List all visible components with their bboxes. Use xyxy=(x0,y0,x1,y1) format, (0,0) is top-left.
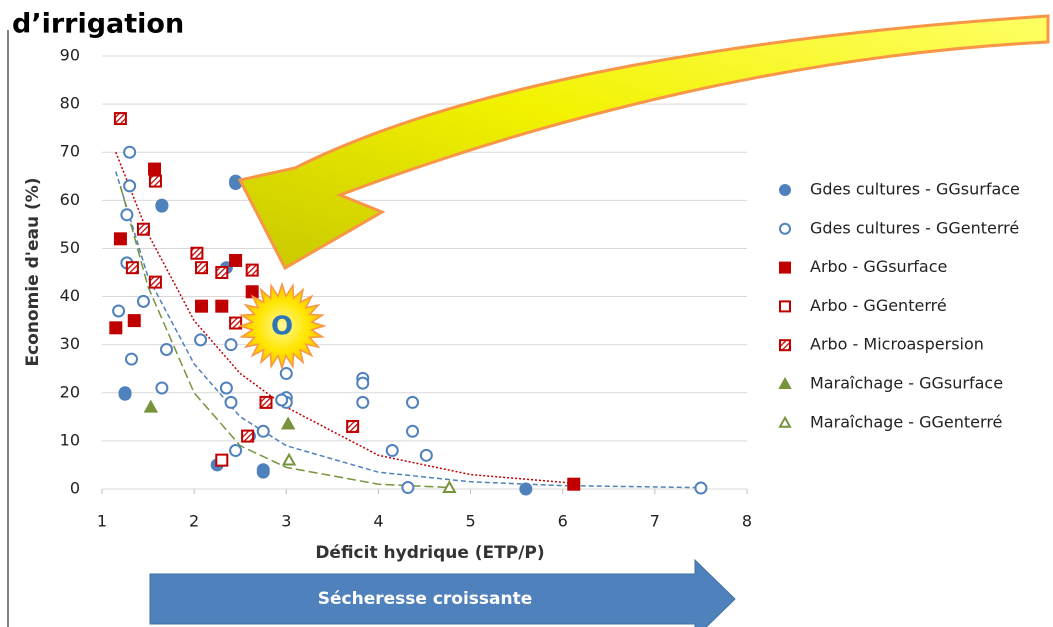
point xyxy=(113,305,124,316)
chart: d’irrigation Déficit hydrique (ETP/P) Ec… xyxy=(0,0,1053,627)
point xyxy=(150,277,161,288)
point xyxy=(387,445,398,456)
y-tick-label: 80 xyxy=(60,94,80,113)
x-tick-label: 1 xyxy=(97,512,107,531)
point xyxy=(191,248,202,259)
x-tick-label: 5 xyxy=(465,512,475,531)
legend-marker xyxy=(780,185,790,195)
point xyxy=(121,209,132,220)
point xyxy=(421,450,432,461)
point xyxy=(221,382,232,393)
point xyxy=(126,354,137,365)
sun-label: O xyxy=(271,312,293,342)
y-tick-label: 30 xyxy=(60,334,80,353)
x-tick-label: 6 xyxy=(558,512,568,531)
point xyxy=(149,164,160,175)
point xyxy=(226,339,237,350)
point xyxy=(127,262,138,273)
point xyxy=(230,445,241,456)
legend-label: Gdes cultures - GGsurface xyxy=(810,180,1020,199)
point xyxy=(195,334,206,345)
point xyxy=(124,180,135,191)
point xyxy=(161,344,172,355)
point xyxy=(120,389,131,400)
point xyxy=(115,233,126,244)
drought-arrow-label: Sécheresse croissante xyxy=(318,589,533,609)
legend-marker xyxy=(780,224,790,234)
point xyxy=(196,301,207,312)
point xyxy=(283,419,294,429)
point xyxy=(357,397,368,408)
point xyxy=(276,394,287,405)
point xyxy=(695,483,706,494)
y-tick-label: 90 xyxy=(60,46,80,65)
x-tick-label: 4 xyxy=(373,512,383,531)
y-tick-label: 60 xyxy=(60,190,80,209)
legend-marker xyxy=(780,418,790,427)
trendline xyxy=(116,172,701,488)
point xyxy=(568,479,579,490)
legend-marker xyxy=(780,263,790,273)
x-tick-label: 3 xyxy=(281,512,291,531)
y-tick-label: 20 xyxy=(60,382,80,401)
x-tick-label: 2 xyxy=(189,512,199,531)
y-tick-label: 40 xyxy=(60,286,80,305)
legend-marker xyxy=(780,301,790,311)
point xyxy=(258,467,269,478)
plot-area: 0 10 20 30 40 50 60 70 80 90 1 2 3 4 5 6 7 8 xyxy=(60,46,752,531)
y-tick-label: 70 xyxy=(60,142,80,161)
legend-label: Arbo - GGenterré xyxy=(810,296,947,315)
point xyxy=(138,296,149,307)
point xyxy=(124,147,135,158)
point xyxy=(258,426,269,437)
point xyxy=(216,301,227,312)
point xyxy=(129,315,140,326)
legend: Gdes cultures - GGsurface Gdes cultures -… xyxy=(780,180,1020,432)
point xyxy=(281,368,292,379)
point xyxy=(156,382,167,393)
point xyxy=(247,265,258,276)
sun: O xyxy=(240,284,324,368)
point xyxy=(226,397,237,408)
x-tick-label: 7 xyxy=(650,512,660,531)
point xyxy=(407,426,418,437)
y-tick-label: 0 xyxy=(70,479,80,498)
point xyxy=(138,224,149,235)
point xyxy=(284,455,295,465)
legend-marker xyxy=(780,379,790,388)
legend-label: Arbo - Microaspersion xyxy=(810,335,984,354)
y-axis-title: Economie d'eau (%) xyxy=(23,177,43,366)
point xyxy=(150,176,161,187)
point xyxy=(216,267,227,278)
legend-label: Gdes cultures - GGenterré xyxy=(810,218,1019,237)
point xyxy=(115,113,126,124)
legend-label: Maraîchage - GGenterré xyxy=(810,412,1002,431)
legend-marker xyxy=(780,340,790,350)
point xyxy=(156,201,167,212)
point xyxy=(347,421,358,432)
x-tick-label: 8 xyxy=(742,512,752,531)
point xyxy=(216,455,227,466)
point xyxy=(196,262,207,273)
legend-label: Arbo - GGsurface xyxy=(810,257,947,276)
point xyxy=(520,484,531,495)
point xyxy=(261,397,272,408)
x-axis-title: Déficit hydrique (ETP/P) xyxy=(315,543,544,563)
point xyxy=(357,378,368,389)
y-tick-label: 10 xyxy=(60,430,80,449)
point xyxy=(230,318,241,329)
point xyxy=(230,255,241,266)
point xyxy=(444,482,455,492)
point xyxy=(242,431,253,442)
point xyxy=(110,322,121,333)
point xyxy=(402,482,413,493)
y-tick-label: 50 xyxy=(60,238,80,257)
point xyxy=(145,402,156,412)
legend-label: Maraîchage - GGsurface xyxy=(810,374,1003,393)
chart-title: d’irrigation xyxy=(12,9,184,40)
point xyxy=(407,397,418,408)
